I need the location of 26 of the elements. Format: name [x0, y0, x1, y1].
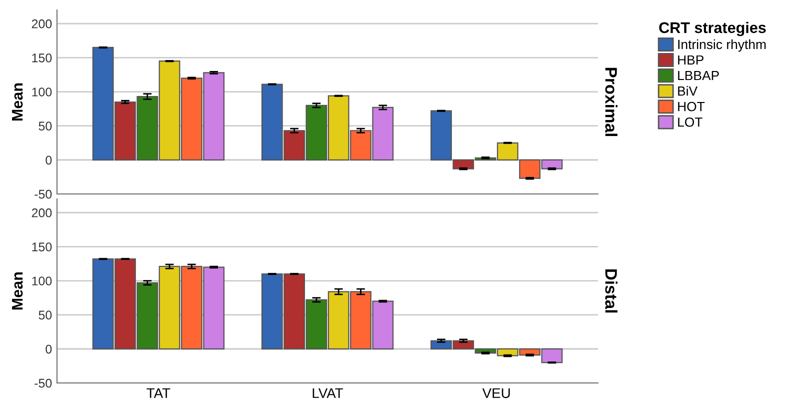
legend-label: LBBAP [678, 70, 719, 80]
legend-label: BiV [678, 86, 698, 96]
text: Proximal [605, 68, 618, 136]
y-tick-label: 150 [32, 54, 52, 62]
y-tick-label: 100 [32, 276, 52, 286]
y-tick-label: 200 [32, 19, 52, 28]
y-tick-label: 150 [32, 242, 52, 252]
legend-label: LOT [678, 117, 702, 127]
y-tick-label: -50 [34, 190, 52, 199]
y-tick-label: 200 [32, 208, 52, 218]
y-tick-label: 50 [38, 122, 52, 131]
y-tick-label: 50 [38, 310, 52, 320]
y-tick-label: 100 [32, 88, 52, 96]
text: Distal [605, 269, 618, 313]
legend-label: HOT [678, 102, 705, 112]
y-tick-label: 0 [46, 156, 52, 165]
y-tick-label: 0 [46, 344, 52, 354]
y-tick-label: -50 [34, 378, 52, 388]
legend-label: Intrinsic rhythm [678, 39, 766, 52]
legend-title: CRT strategies [659, 22, 766, 36]
x-tick-label: LVAT [312, 388, 344, 398]
y-axis-title: Mean [12, 83, 23, 121]
y-axis-title: Mean [12, 272, 23, 310]
x-tick-label: VEU [482, 388, 510, 398]
x-tick-label: TAT [146, 388, 170, 398]
legend-label: HBP [678, 55, 704, 65]
